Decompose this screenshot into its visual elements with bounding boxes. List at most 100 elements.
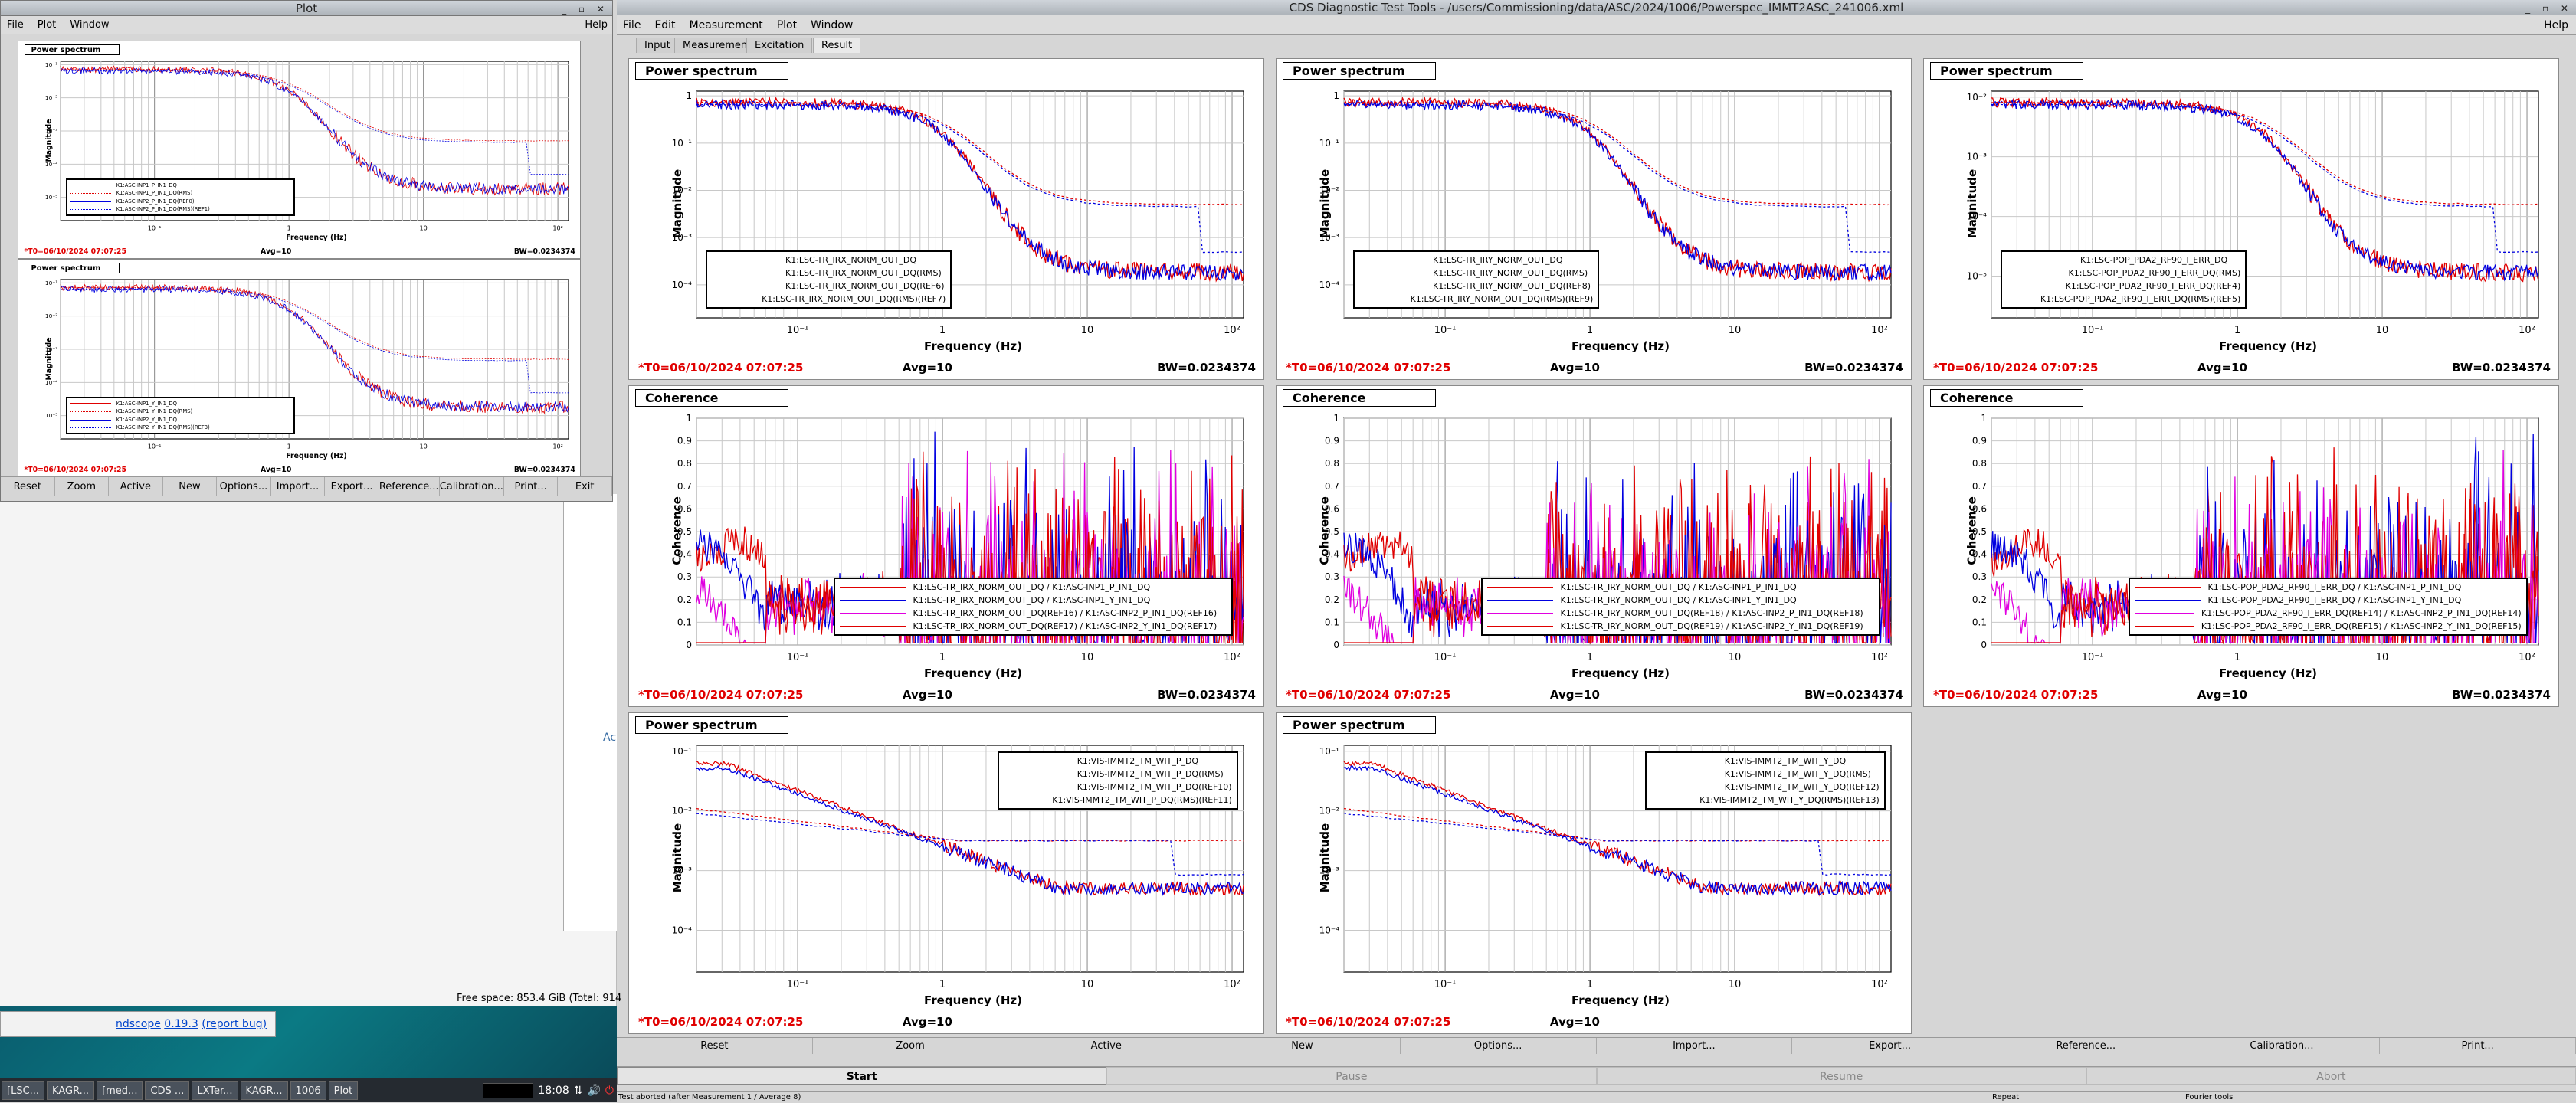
taskbar-item-lxterminal[interactable]: LXTer... — [192, 1081, 238, 1100]
plot-panel[interactable]: Coherence 10⁻¹ 1 10 10² 1 0.9 0.8 0.7 0.6 0.5 0.4 0.… — [1276, 385, 1912, 707]
legend-swatch — [2134, 600, 2201, 601]
legend-label: K1:LSC-POP_PDA2_RF90_I_ERR_DQ(REF14) / K… — [2201, 608, 2522, 618]
new-button[interactable]: New — [1204, 1038, 1401, 1054]
y-tick-label: 0.4 — [677, 549, 692, 560]
taskbar-item-kagra-1[interactable]: KAGR... — [47, 1081, 95, 1100]
timestamp-label: *T0=06/10/2024 07:07:25 — [638, 1015, 804, 1029]
tab-measurement[interactable]: Measurement — [674, 38, 760, 53]
network-icon[interactable]: ⇅ — [573, 1084, 583, 1097]
plot-panel[interactable]: Power spectrum 10⁻¹ 1 10 10² 10⁻¹ 10⁻² 10⁻³ 10⁻⁴… — [1276, 712, 1912, 1034]
legend-entry: K1:LSC-TR_IRX_NORM_OUT_DQ(REF6) — [712, 280, 946, 293]
plot-panel[interactable]: Power spectrum 10⁻¹ 1 10 10² 10⁻¹ 10⁻² 10⁻³ 10⁻⁴… — [18, 259, 581, 477]
taskbar-item-kagra-2[interactable]: KAGR... — [240, 1081, 288, 1100]
plot-panel[interactable]: Power spectrum 10⁻¹ 1 10 10² 10⁻¹ 10⁻² 10⁻³ 10⁻⁴… — [628, 712, 1264, 1034]
plot-panel[interactable]: Coherence 10⁻¹ 1 10 10² 1 0.9 0.8 0.7 0.6 0.5 0.4 0.… — [628, 385, 1264, 707]
plot-canvas[interactable]: 10⁻¹ 1 10 10² 1 10⁻¹ 10⁻² 10⁻³ 10⁻⁴ — [1277, 59, 1912, 381]
taskbar-item-cds[interactable]: CDS ... — [145, 1081, 190, 1100]
menu-measurement[interactable]: Measurement — [689, 18, 763, 31]
tab-result[interactable]: Result — [813, 38, 861, 53]
x-tick-label: 10 — [1729, 652, 1742, 663]
plot-canvas[interactable]: 10⁻¹ 1 10 10² 1 0.9 0.8 0.7 0.6 0.5 0.4 0.3 0.2 0.1 0 — [1277, 386, 1912, 708]
menu-plot[interactable]: Plot — [776, 18, 798, 31]
plot-panel[interactable]: Coherence 10⁻¹ 1 10 10² 1 0.9 0.8 0.7 0.6 0.5 0.4 0.… — [1923, 385, 2559, 707]
taskbar-item-lsc[interactable]: [LSC... — [2, 1081, 45, 1100]
menu-file[interactable]: File — [623, 18, 641, 31]
tab-excitation[interactable]: Excitation — [746, 38, 813, 53]
zoom-button[interactable]: Zoom — [813, 1038, 1009, 1054]
plot-window-title: Plot — [295, 2, 318, 15]
plot-panel[interactable]: Power spectrum 10⁻¹ 1 10 10² 10⁻² 10⁻³ 10⁻⁴ 10⁻⁵… — [1923, 58, 2559, 380]
options-button[interactable]: Options... — [1401, 1038, 1597, 1054]
plot-new-button[interactable]: New — [163, 477, 218, 496]
clock[interactable]: 18:08 — [538, 1084, 569, 1097]
average-label: Avg=10 — [2197, 361, 2247, 375]
x-tick-label: 1 — [939, 652, 946, 663]
y-tick-label: 1 — [686, 90, 692, 101]
power-icon[interactable]: ⏻ — [605, 1084, 614, 1097]
legend-entry: K1:LSC-TR_IRY_NORM_OUT_DQ(RMS) — [1359, 267, 1593, 280]
y-tick-label: 10⁻² — [672, 806, 693, 817]
volume-icon[interactable]: 🔊 — [587, 1084, 601, 1097]
ndscope-link[interactable]: ndscope — [116, 1018, 161, 1030]
legend-entry: K1:LSC-POP_PDA2_RF90_I_ERR_DQ / K1:ASC-I… — [2134, 594, 2522, 607]
plot-active-button[interactable]: Active — [109, 477, 163, 496]
calibration-button[interactable]: Calibration... — [2184, 1038, 2381, 1054]
pause-button[interactable]: Pause — [1106, 1067, 1597, 1085]
import-button[interactable]: Import... — [1597, 1038, 1793, 1054]
plot-canvas[interactable]: 10⁻¹ 1 10 10² 1 0.9 0.8 0.7 0.6 0.5 0.4 0.3 0.2 0.1 0 — [1924, 386, 2560, 708]
plot-menu-file[interactable]: File — [7, 19, 24, 31]
x-axis-label: Frequency (Hz) — [924, 993, 1023, 1007]
y-tick-label: 0.4 — [1325, 549, 1339, 560]
reset-button[interactable]: Reset — [617, 1038, 813, 1054]
reference-button[interactable]: Reference... — [1988, 1038, 2184, 1054]
plot-canvas[interactable]: 10⁻¹ 1 10 10² 1 10⁻¹ 10⁻² 10⁻³ 10⁻⁴ — [629, 59, 1265, 381]
taskbar-item-folder[interactable]: 1006 — [290, 1081, 326, 1100]
plot-calibration-button[interactable]: Calibration... — [440, 477, 504, 496]
report-bug-link[interactable]: (report bug) — [202, 1018, 267, 1030]
legend-entry: K1:LSC-TR_IRY_NORM_OUT_DQ(REF18) / K1:AS… — [1486, 607, 1874, 620]
taskbar-item-med[interactable]: [med... — [97, 1081, 143, 1100]
plot-canvas[interactable]: 10⁻¹ 1 10 10² 10⁻¹ 10⁻² 10⁻³ 10⁻⁴ 10⁻⁵ — [18, 260, 582, 478]
window-controls[interactable]: _ ▫ ✕ — [2525, 3, 2573, 14]
taskbar-item-plot[interactable]: Plot — [328, 1081, 359, 1100]
x-tick-label: 10² — [1224, 325, 1240, 336]
x-tick-label: 10² — [552, 224, 562, 231]
plot-exit-button[interactable]: Exit — [558, 477, 612, 496]
plot-panel[interactable]: Power spectrum 10⁻¹ 1 10 10² 1 10⁻¹ 10⁻² 10⁻³ 10⁻… — [1276, 58, 1912, 380]
plot-export-button[interactable]: Export... — [325, 477, 379, 496]
plot-menu-help[interactable]: Help — [585, 19, 608, 31]
start-button[interactable]: Start — [617, 1067, 1107, 1085]
export-button[interactable]: Export... — [1792, 1038, 1988, 1054]
resume-button[interactable]: Resume — [1596, 1067, 2086, 1085]
plot-import-button[interactable]: Import... — [271, 477, 326, 496]
plot-menu-window[interactable]: Window — [70, 19, 110, 31]
y-tick-label: 0.9 — [1325, 436, 1339, 447]
plot-panel[interactable]: Power spectrum 10⁻¹ 1 10 10² 1 10⁻¹ 10⁻² 10⁻³ 10⁻… — [628, 58, 1264, 380]
plot-print-button[interactable]: Print... — [504, 477, 559, 496]
plot-window-controls[interactable]: _ ▫ ✕ — [562, 4, 609, 15]
menu-edit[interactable]: Edit — [654, 18, 676, 31]
tab-input[interactable]: Input — [636, 38, 679, 53]
plot-panel[interactable]: Power spectrum 10⁻¹ 1 10 10² 10⁻¹ 10⁻² 10⁻³ 10⁻⁴… — [18, 41, 581, 259]
plot-reference-button[interactable]: Reference... — [379, 477, 440, 496]
plot-canvas[interactable]: 10⁻¹ 1 10 10² 10⁻¹ 10⁻² 10⁻³ 10⁻⁴ 10⁻⁵ — [18, 41, 582, 260]
print-button[interactable]: Print... — [2380, 1038, 2576, 1054]
average-label: Avg=10 — [261, 465, 292, 474]
y-tick-label: 10⁻⁵ — [45, 194, 57, 201]
plot-menu-plot[interactable]: Plot — [37, 19, 57, 31]
legend-entry: K1:LSC-TR_IRX_NORM_OUT_DQ(RMS) — [712, 267, 946, 280]
menu-window[interactable]: Window — [811, 18, 854, 31]
plot-zoom-button[interactable]: Zoom — [55, 477, 110, 496]
plot-canvas[interactable]: 10⁻¹ 1 10 10² 10⁻² 10⁻³ 10⁻⁴ 10⁻⁵ — [1924, 59, 2560, 381]
legend: K1:LSC-TR_IRY_NORM_OUT_DQ K1:LSC-TR_IRY_N… — [1353, 250, 1600, 309]
x-tick-label: 10⁻¹ — [787, 652, 809, 663]
plot-options-button[interactable]: Options... — [217, 477, 271, 496]
plot-reset-button[interactable]: Reset — [1, 477, 55, 496]
menu-help[interactable]: Help — [2544, 18, 2568, 31]
timestamp-label: *T0=06/10/2024 07:07:25 — [1933, 688, 2099, 702]
ndscope-version-link[interactable]: 0.19.3 — [164, 1018, 198, 1030]
active-button[interactable]: Active — [1008, 1038, 1205, 1054]
abort-button[interactable]: Abort — [2086, 1067, 2576, 1085]
y-tick-label: 0.2 — [1325, 594, 1339, 605]
plot-canvas[interactable]: 10⁻¹ 1 10 10² 1 0.9 0.8 0.7 0.6 0.5 0.4 0.3 0.2 0.1 0 — [629, 386, 1265, 708]
